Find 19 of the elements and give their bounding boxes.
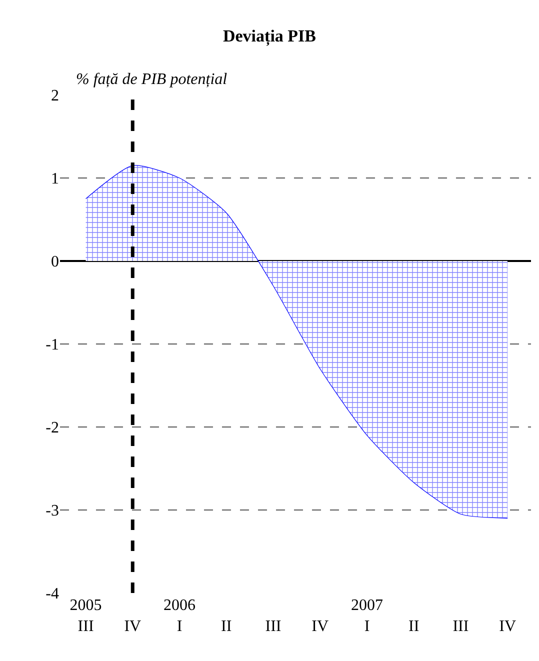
x-tick-label: III: [452, 618, 469, 635]
y-tick-label: -3: [46, 502, 59, 520]
x-tick-label: IV: [499, 618, 516, 635]
y-tick-label: -1: [46, 336, 59, 354]
y-axis-title: % față de PIB potențial: [76, 71, 228, 88]
x-tick-label: III: [265, 618, 282, 635]
x-tick-label: IV: [124, 618, 142, 635]
y-tick-label: 0: [51, 254, 59, 271]
x-tick-label: II: [408, 618, 420, 635]
y-tick-label: 2: [51, 88, 59, 105]
y-tick-label: 1: [51, 170, 59, 188]
y-tick-label: -2: [46, 420, 59, 437]
x-tick-label: 2007 I: [350, 597, 383, 635]
x-tick-label: 2006 I: [164, 597, 196, 635]
chart-title: Deviația PIB: [222, 26, 316, 47]
x-tick-label: 2005 III: [70, 597, 102, 635]
y-tick-label: -4: [46, 586, 59, 603]
x-tick-label: II: [221, 618, 232, 635]
x-tick-label: IV: [312, 618, 329, 635]
